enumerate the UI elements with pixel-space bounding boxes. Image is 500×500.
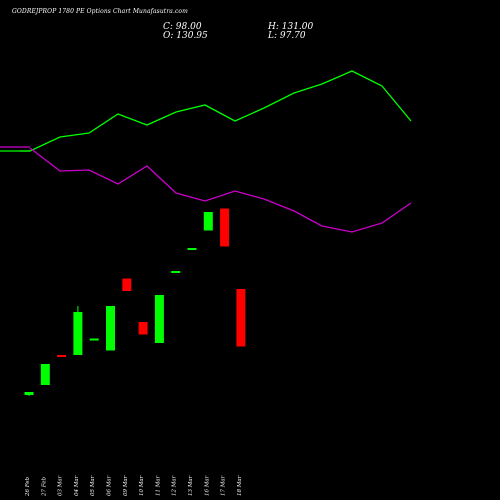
x-tick-label: 18 Mar xyxy=(237,475,243,496)
line-series-0 xyxy=(20,70,412,152)
x-tick-label: 03 Mar xyxy=(58,475,64,496)
x-tick-label: 13 Mar xyxy=(188,475,194,496)
x-tick-label: 06 Mar xyxy=(107,475,113,496)
close-value: C: 98.00 xyxy=(163,22,202,32)
candle-body xyxy=(24,392,34,395)
x-tick-label: 12 Mar xyxy=(172,475,178,496)
line-series-1 xyxy=(29,147,412,233)
candle-body xyxy=(106,306,115,351)
candle-body xyxy=(171,271,181,273)
candle-body xyxy=(187,248,197,250)
candle-body xyxy=(138,322,148,335)
candle-body xyxy=(220,208,230,247)
chart-title: GODREJPROP 1780 PE Options Chart Munafas… xyxy=(12,8,188,15)
x-tick-label: 10 Mar xyxy=(139,475,145,496)
candle-body xyxy=(203,212,213,231)
x-tick-label: 26 Feb xyxy=(25,476,31,497)
x-tick-label: 11 Mar xyxy=(155,475,161,496)
candle-body xyxy=(73,312,83,355)
x-tick-label: 09 Mar xyxy=(123,475,129,496)
candle-body xyxy=(236,289,246,347)
open-value: O: 130.95 xyxy=(163,31,208,41)
candle-body xyxy=(57,355,67,357)
x-tick-label: 27 Feb xyxy=(41,476,47,497)
candle-body xyxy=(89,338,99,341)
candle-body xyxy=(40,364,50,385)
x-tick-label: 04 Mar xyxy=(74,475,80,496)
x-tick-label: 17 Mar xyxy=(221,475,227,496)
x-tick-label: 16 Mar xyxy=(204,475,210,496)
x-tick-label: 05 Mar xyxy=(90,475,96,496)
candle-body xyxy=(154,295,164,343)
candle-body xyxy=(122,278,132,291)
high-value: H: 131.00 xyxy=(268,22,314,32)
low-value: L: 97.70 xyxy=(268,31,306,41)
